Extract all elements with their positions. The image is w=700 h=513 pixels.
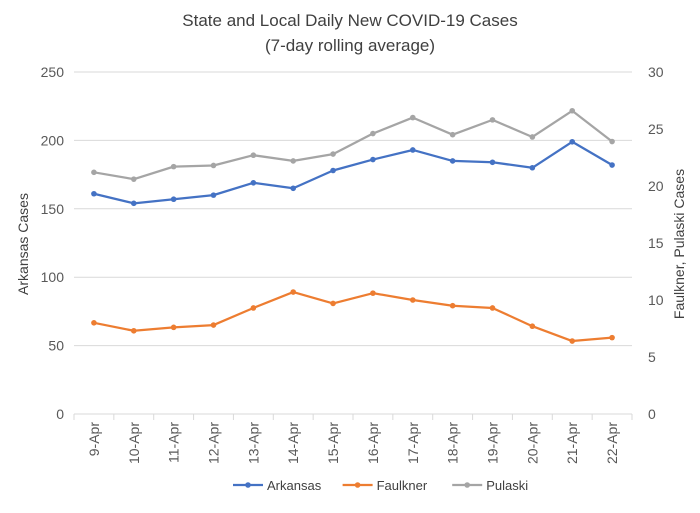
data-point-pulaski xyxy=(449,131,456,138)
x-tick-label: 16-Apr xyxy=(365,422,381,464)
data-point-pulaski xyxy=(609,138,615,145)
data-point-faulkner xyxy=(130,327,137,334)
right-tick-label: 10 xyxy=(648,292,664,308)
x-tick-label: 19-Apr xyxy=(485,422,501,464)
data-point-arkansas xyxy=(170,196,177,203)
right-tick-label: 0 xyxy=(648,406,656,422)
left-tick-label: 100 xyxy=(41,269,65,285)
legend-marker xyxy=(245,482,251,488)
data-point-faulkner xyxy=(330,300,336,307)
x-tick-label: 17-Apr xyxy=(405,422,421,464)
data-point-pulaski xyxy=(529,134,536,140)
right-axis-title: Faulkner, Pulaski Cases xyxy=(671,169,687,319)
data-point-pulaski xyxy=(250,152,257,159)
data-point-faulkner xyxy=(170,324,177,331)
x-tick-label: 10-Apr xyxy=(126,422,142,464)
right-tick-label: 30 xyxy=(648,64,664,80)
legend-label: Pulaski xyxy=(486,478,528,493)
data-point-pulaski xyxy=(170,163,177,170)
series-arkansas xyxy=(91,138,615,207)
left-tick-label: 0 xyxy=(56,406,64,422)
legend-label: Faulkner xyxy=(377,478,428,493)
x-tick-label: 20-Apr xyxy=(524,422,540,464)
data-point-arkansas xyxy=(290,185,297,192)
gridlines xyxy=(74,71,632,415)
series-pulaski xyxy=(91,107,615,182)
series-layer xyxy=(91,107,615,344)
right-tick-label: 25 xyxy=(648,121,664,137)
x-tick-label: 21-Apr xyxy=(564,422,580,464)
left-tick-label: 250 xyxy=(41,64,65,80)
x-tick-label: 15-Apr xyxy=(325,422,341,464)
data-point-arkansas xyxy=(330,167,336,174)
data-point-pulaski xyxy=(370,130,376,137)
x-tick-label: 9-Apr xyxy=(86,422,102,457)
right-axis-ticks: 0 5 10 15 20 25 30 xyxy=(648,64,664,422)
data-point-pulaski xyxy=(330,151,336,157)
x-tick-label: 18-Apr xyxy=(445,422,461,464)
left-tick-label: 50 xyxy=(48,338,64,354)
data-point-arkansas xyxy=(569,138,576,145)
data-point-pulaski xyxy=(489,117,496,123)
x-tick-label: 11-Apr xyxy=(166,422,182,463)
legend-label: Arkansas xyxy=(267,478,322,493)
data-point-arkansas xyxy=(370,156,376,163)
data-point-pulaski xyxy=(130,176,137,182)
data-point-faulkner xyxy=(250,305,257,311)
data-point-pulaski xyxy=(569,107,576,114)
data-point-arkansas xyxy=(609,162,615,168)
data-point-pulaski xyxy=(91,169,97,176)
legend-item-arkansas: Arkansas xyxy=(233,478,322,493)
data-point-faulkner xyxy=(449,302,456,309)
x-tick-label: 22-Apr xyxy=(604,422,620,464)
right-tick-label: 15 xyxy=(648,235,664,251)
legend-marker xyxy=(464,482,471,488)
data-point-faulkner xyxy=(210,322,217,328)
left-tick-label: 200 xyxy=(41,132,65,148)
data-point-arkansas xyxy=(449,158,456,164)
chart-title: State and Local Daily New COVID-19 Cases xyxy=(182,11,517,30)
data-point-arkansas xyxy=(489,159,496,166)
right-tick-label: 20 xyxy=(648,178,664,194)
data-point-arkansas xyxy=(409,147,416,153)
data-point-faulkner xyxy=(370,290,376,296)
x-tick-label: 13-Apr xyxy=(245,422,261,464)
x-tick-label: 12-Apr xyxy=(206,422,222,464)
series-faulkner xyxy=(91,289,615,344)
data-point-pulaski xyxy=(210,162,217,169)
chart-subtitle: (7-day rolling average) xyxy=(265,36,435,55)
data-point-faulkner xyxy=(290,289,297,295)
x-tick-label: 14-Apr xyxy=(285,422,301,464)
data-point-faulkner xyxy=(91,320,97,326)
series-line-faulkner xyxy=(93,290,613,343)
data-point-arkansas xyxy=(210,192,217,198)
data-point-arkansas xyxy=(250,180,257,186)
data-point-pulaski xyxy=(290,158,297,164)
left-axis-ticks: 0 50 100 150 200 250 xyxy=(41,64,65,422)
data-point-faulkner xyxy=(409,297,416,303)
data-point-faulkner xyxy=(609,334,615,341)
legend-item-faulkner: Faulkner xyxy=(342,478,428,493)
legend-marker xyxy=(354,482,361,488)
left-tick-label: 150 xyxy=(41,201,65,217)
data-point-faulkner xyxy=(529,323,536,330)
series-line-pulaski xyxy=(93,109,613,181)
x-axis-ticks: 9-Apr 10-Apr 11-Apr 12-Apr 13-Apr 14-Apr 15-Ap… xyxy=(73,414,633,464)
left-axis-title: Arkansas Cases xyxy=(15,193,31,295)
legend: Arkansas Faulkner Pulaski xyxy=(233,478,528,493)
data-point-faulkner xyxy=(489,305,496,311)
data-point-arkansas xyxy=(130,200,137,207)
data-point-faulkner xyxy=(569,338,576,344)
right-tick-label: 5 xyxy=(648,349,656,365)
data-point-arkansas xyxy=(529,164,536,171)
data-point-pulaski xyxy=(409,114,416,121)
data-point-arkansas xyxy=(91,190,97,197)
series-line-arkansas xyxy=(93,140,613,205)
legend-item-pulaski: Pulaski xyxy=(452,478,528,493)
